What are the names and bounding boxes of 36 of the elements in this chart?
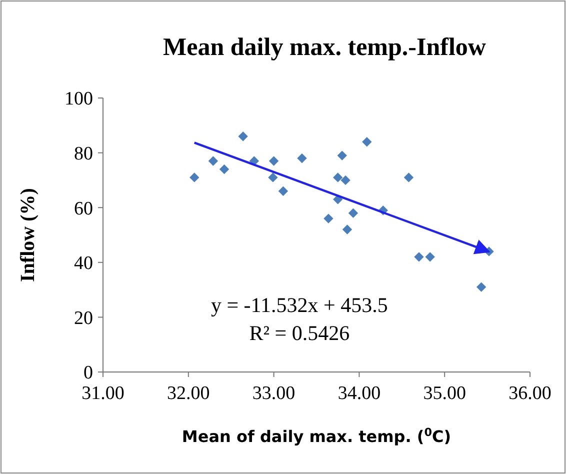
x-axis-title: Mean of daily max. temp. ($^{0}$C) xyxy=(182,426,452,446)
point xyxy=(342,224,352,234)
point xyxy=(362,136,372,147)
point xyxy=(219,164,230,174)
point xyxy=(425,252,435,262)
x-tick-label: 31.00 xyxy=(82,383,124,404)
point xyxy=(348,208,358,218)
y-axis-title: Inflow (%) xyxy=(17,188,39,282)
point xyxy=(404,172,414,182)
point xyxy=(333,172,343,182)
chart-title: Mean daily max. temp.-Inflow xyxy=(163,34,486,61)
x-tick-label: 32.00 xyxy=(167,383,210,404)
y-tick-label: 100 xyxy=(64,88,93,110)
point xyxy=(190,172,200,182)
point xyxy=(297,153,307,164)
point xyxy=(238,132,248,142)
y-tick-label: 0 xyxy=(84,362,93,384)
point xyxy=(208,156,218,166)
point xyxy=(414,252,424,262)
x-tick-label: 35.00 xyxy=(423,383,466,404)
point xyxy=(337,150,347,160)
x-tick-label: 33.00 xyxy=(252,383,296,404)
y-tick-label: 20 xyxy=(74,308,93,329)
point xyxy=(340,175,350,186)
y-tick-label: 40 xyxy=(74,253,93,274)
point xyxy=(278,186,288,196)
y-tick-label: 80 xyxy=(74,143,93,164)
point xyxy=(324,214,334,224)
x-tick-label: 34.00 xyxy=(338,383,381,404)
point xyxy=(268,156,279,166)
point xyxy=(476,282,486,292)
annotation: R² = 0.5426 xyxy=(249,321,350,346)
annotation: y = -11.532x + 453.5 xyxy=(210,293,388,318)
y-tick-label: 60 xyxy=(74,198,93,220)
point xyxy=(268,172,278,182)
x-tick-label: 36.00 xyxy=(508,383,552,404)
